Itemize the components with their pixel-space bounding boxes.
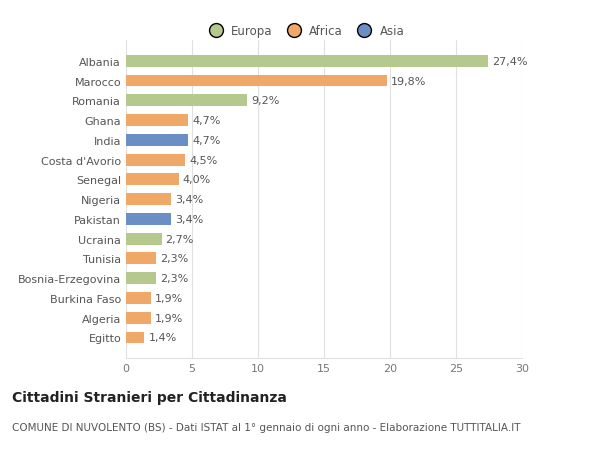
Text: 2,3%: 2,3%: [160, 254, 188, 264]
Bar: [126, 115, 188, 127]
Bar: [126, 332, 145, 344]
Bar: [126, 56, 488, 67]
Bar: [126, 75, 388, 87]
Text: 1,4%: 1,4%: [148, 333, 176, 343]
Bar: [126, 174, 179, 186]
Text: 3,4%: 3,4%: [175, 214, 203, 224]
Text: 1,9%: 1,9%: [155, 293, 183, 303]
Bar: [126, 95, 247, 107]
Text: 3,4%: 3,4%: [175, 195, 203, 205]
Bar: [126, 253, 157, 265]
Bar: [126, 134, 188, 146]
Text: 27,4%: 27,4%: [491, 56, 527, 67]
Text: 2,7%: 2,7%: [166, 234, 194, 244]
Text: 2,3%: 2,3%: [160, 274, 188, 284]
Text: 1,9%: 1,9%: [155, 313, 183, 323]
Text: 9,2%: 9,2%: [251, 96, 280, 106]
Bar: [126, 233, 161, 245]
Bar: [126, 312, 151, 324]
Bar: [126, 194, 171, 206]
Bar: [126, 213, 171, 225]
Text: Cittadini Stranieri per Cittadinanza: Cittadini Stranieri per Cittadinanza: [12, 390, 287, 404]
Text: 4,7%: 4,7%: [192, 116, 220, 126]
Text: 4,5%: 4,5%: [190, 155, 218, 165]
Bar: [126, 154, 185, 166]
Bar: [126, 273, 157, 285]
Text: 19,8%: 19,8%: [391, 76, 427, 86]
Text: 4,7%: 4,7%: [192, 135, 220, 146]
Text: COMUNE DI NUVOLENTO (BS) - Dati ISTAT al 1° gennaio di ogni anno - Elaborazione : COMUNE DI NUVOLENTO (BS) - Dati ISTAT al…: [12, 422, 521, 432]
Text: 4,0%: 4,0%: [183, 175, 211, 185]
Bar: [126, 292, 151, 304]
Legend: Europa, Africa, Asia: Europa, Africa, Asia: [200, 22, 408, 42]
